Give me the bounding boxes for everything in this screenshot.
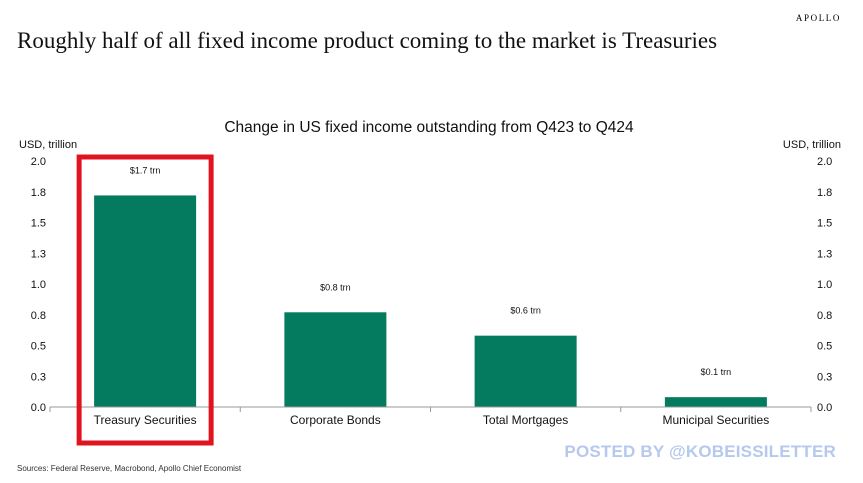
bar xyxy=(474,335,577,407)
y-tick-label-right: 1.0 xyxy=(817,279,832,291)
bar-data-label: $1.7 trn xyxy=(130,165,161,175)
y-tick-label-left: 1.0 xyxy=(31,279,46,291)
y-tick-label-left: 2.0 xyxy=(31,156,46,168)
y-tick-label-left: 0.5 xyxy=(31,341,46,353)
y-tick-label-right: 1.5 xyxy=(817,218,832,230)
x-category-label: Treasury Securities xyxy=(94,413,197,427)
bar xyxy=(94,195,197,407)
y-tick-label-right: 2.0 xyxy=(817,156,832,168)
x-category-label: Total Mortgages xyxy=(483,413,568,427)
watermark: POSTED BY @KOBEISSILETTER xyxy=(564,442,836,461)
y-tick-label-left: 0.0 xyxy=(31,402,46,414)
bar xyxy=(284,312,387,407)
y-tick-label-right: 0.0 xyxy=(817,402,832,414)
page-headline: Roughly half of all fixed income product… xyxy=(17,28,718,53)
chart-title: Change in US fixed income outstanding fr… xyxy=(224,119,634,136)
left-axis-unit: USD, trillion xyxy=(19,139,77,151)
x-category-label: Corporate Bonds xyxy=(290,413,381,427)
y-tick-label-left: 0.8 xyxy=(31,310,46,322)
right-axis-unit: USD, trillion xyxy=(783,139,841,151)
sources-note: Sources: Federal Reserve, Macrobond, Apo… xyxy=(17,464,242,473)
bar-data-label: $0.8 trn xyxy=(320,282,351,292)
brand-logo: APOLLO xyxy=(795,13,841,23)
y-tick-label-right: 0.8 xyxy=(817,310,832,322)
y-tick-label-left: 1.8 xyxy=(31,187,46,199)
y-tick-label-left: 1.5 xyxy=(31,218,46,230)
bar-data-label: $0.6 trn xyxy=(510,306,541,316)
y-tick-label-left: 1.3 xyxy=(31,248,46,260)
y-tick-label-right: 0.5 xyxy=(817,341,832,353)
y-tick-label-right: 1.8 xyxy=(817,187,832,199)
highlight-box xyxy=(76,154,214,446)
bar-data-label: $0.1 trn xyxy=(701,367,732,377)
y-tick-label-right: 1.3 xyxy=(817,248,832,260)
y-tick-label-left: 0.3 xyxy=(31,371,46,383)
bar xyxy=(664,397,767,407)
x-category-label: Municipal Securities xyxy=(663,413,770,427)
y-tick-label-right: 0.3 xyxy=(817,371,832,383)
